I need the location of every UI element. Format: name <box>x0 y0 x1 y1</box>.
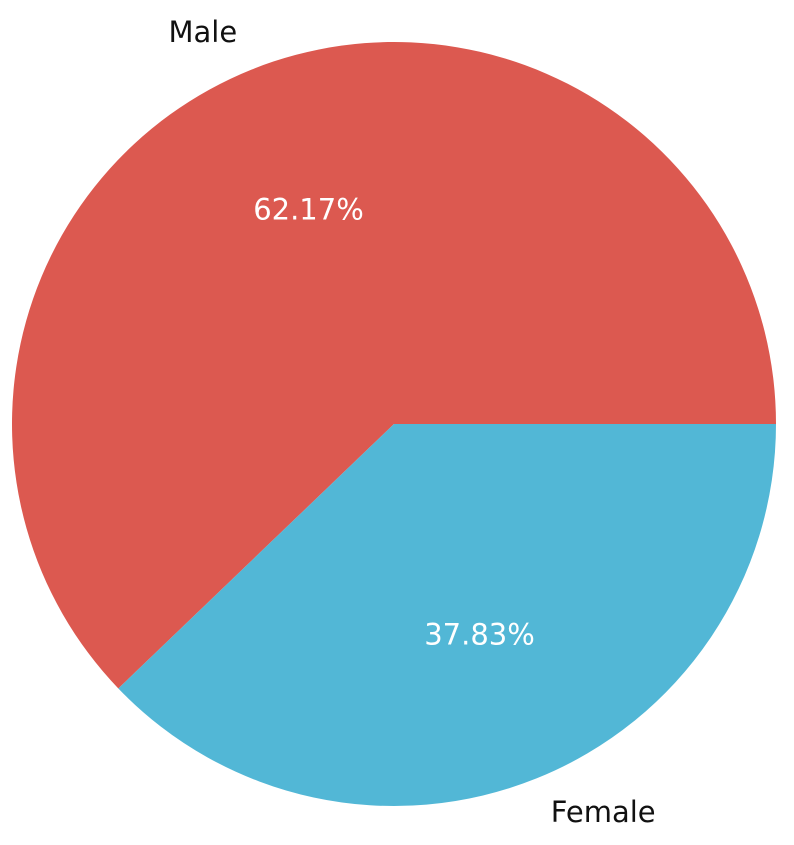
pie-labels: Male 62.17% Female 37.83% <box>169 15 656 829</box>
slice-label-male: Male <box>169 15 238 49</box>
pie-slice-female <box>118 424 777 807</box>
pie-slices <box>11 42 777 807</box>
pie-slice-male <box>11 42 776 689</box>
percent-label-female: 37.83% <box>424 618 535 652</box>
percent-label-male: 62.17% <box>253 192 364 226</box>
slice-label-female: Female <box>551 795 656 829</box>
